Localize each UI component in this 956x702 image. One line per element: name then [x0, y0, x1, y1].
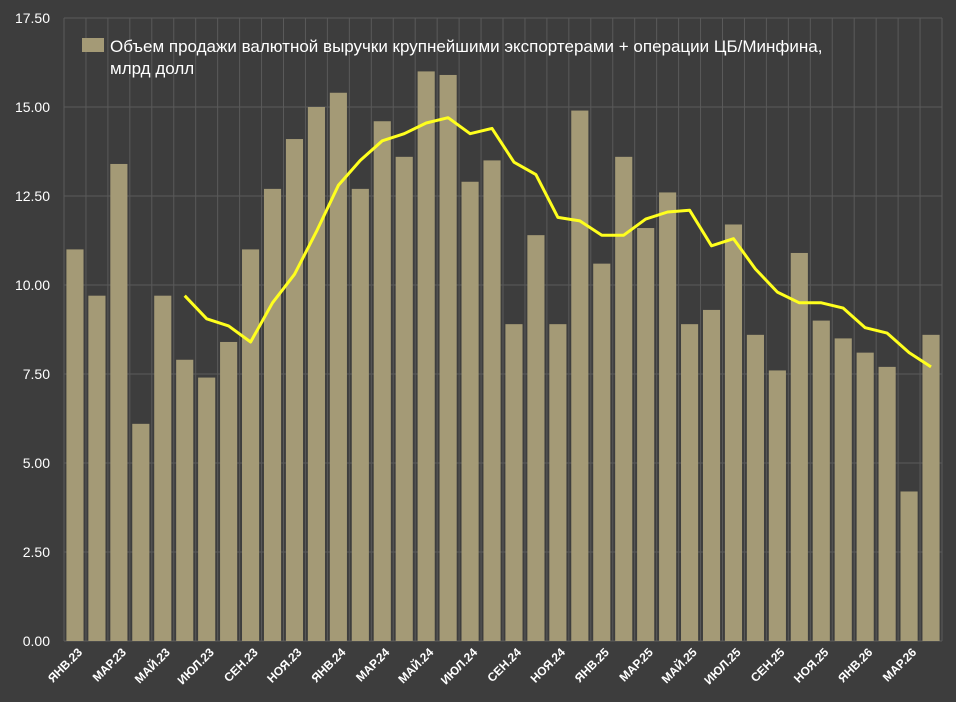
bar: [878, 366, 896, 641]
legend-line-1: Объем продажи валютной выручки крупнейши…: [110, 37, 822, 56]
x-tick-label: СЕН.24: [484, 645, 524, 685]
bar: [549, 324, 567, 641]
bar: [790, 252, 808, 641]
y-tick-label: 2.50: [23, 544, 50, 560]
x-tick-label: ЯНВ.25: [572, 645, 612, 685]
bar: [834, 338, 852, 641]
bar: [483, 160, 501, 641]
bar: [329, 92, 347, 641]
bar: [132, 423, 150, 641]
bar: [681, 324, 699, 641]
x-tick-label: ЯНВ.24: [308, 645, 348, 685]
bar: [659, 192, 677, 641]
bar: [900, 491, 918, 641]
bar: [176, 359, 194, 641]
bar: [856, 352, 874, 641]
bar: [505, 324, 523, 641]
bar: [110, 163, 128, 641]
bar: [220, 341, 238, 641]
x-tick-label: МАЙ.23: [131, 644, 173, 686]
line-series: [183, 116, 932, 369]
x-tick-label: ИЮЛ.24: [438, 645, 480, 687]
bar: [373, 121, 391, 642]
bar: [198, 377, 216, 641]
x-tick-label: МАР.26: [880, 645, 920, 685]
bar: [922, 334, 940, 641]
y-tick-label: 10.00: [15, 277, 50, 293]
x-tick-label: МАЙ.24: [395, 644, 437, 686]
x-tick-label: МАР.23: [90, 645, 130, 685]
x-tick-label: ИЮЛ.25: [701, 645, 743, 687]
bar: [242, 249, 260, 641]
y-axis: 0.00 2.50 5.00 7.50 10.00 12.50 15.00 17.50: [15, 10, 50, 649]
bar: [637, 228, 655, 642]
y-tick-label: 12.50: [15, 188, 50, 204]
legend: Объем продажи валютной выручки крупнейши…: [82, 37, 822, 78]
x-tick-label: ЯНВ.23: [45, 645, 85, 685]
bar: [746, 334, 764, 641]
bar: [154, 295, 172, 641]
bar: [88, 295, 106, 641]
x-tick-label: МАЙ.25: [658, 644, 700, 686]
x-tick-label: МАР.24: [353, 645, 393, 685]
legend-line-2: млрд долл: [110, 59, 194, 78]
bar: [812, 320, 830, 641]
bar: [395, 156, 413, 641]
x-tick-label: СЕН.25: [748, 645, 788, 685]
legend-swatch: [82, 38, 104, 52]
bar: [724, 224, 743, 642]
x-tick-label: ИЮЛ.23: [175, 645, 217, 687]
bar: [307, 107, 325, 641]
bar: [527, 235, 545, 641]
bar: [263, 188, 282, 641]
grid-layer: [63, 17, 943, 642]
bar: [439, 74, 457, 641]
bars-layer: [66, 71, 940, 642]
x-axis: ЯНВ.23 МАР.23 МАЙ.23 ИЮЛ.23 СЕН.23 НОЯ.23 ЯНВ.…: [45, 644, 919, 687]
x-tick-label: НОЯ.24: [528, 645, 569, 686]
bar: [768, 370, 786, 641]
y-tick-label: 0.00: [23, 633, 50, 649]
bar: [285, 139, 304, 642]
x-tick-label: НОЯ.25: [791, 645, 832, 686]
bar: [461, 181, 479, 641]
line-layer: [183, 116, 932, 369]
bar: [593, 263, 611, 641]
bar: [66, 249, 84, 641]
x-tick-label: СЕН.23: [221, 645, 261, 685]
bar: [615, 156, 633, 641]
y-tick-label: 5.00: [23, 455, 50, 471]
bar: [351, 188, 369, 641]
bar: [702, 309, 721, 641]
x-tick-label: ЯНВ.26: [835, 645, 875, 685]
x-tick-label: НОЯ.23: [264, 645, 305, 686]
bar: [417, 71, 435, 641]
x-tick-label: МАР.25: [617, 645, 657, 685]
y-tick-label: 17.50: [15, 10, 50, 26]
y-tick-label: 7.50: [23, 366, 50, 382]
y-tick-label: 15.00: [15, 99, 50, 115]
bar: [571, 110, 589, 641]
